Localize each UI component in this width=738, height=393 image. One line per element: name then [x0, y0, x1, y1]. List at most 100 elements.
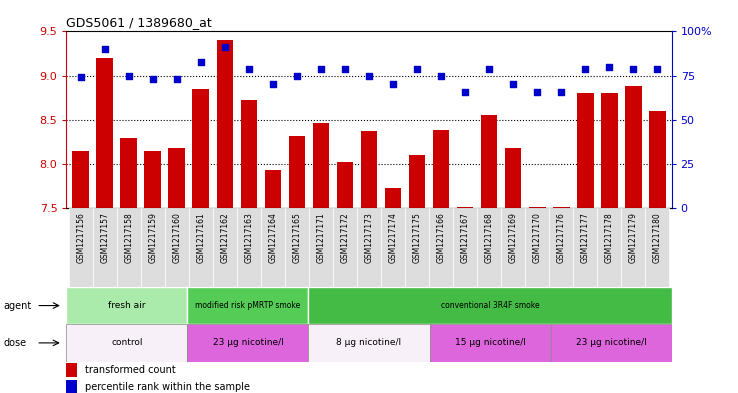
- Bar: [453, 208, 477, 287]
- Bar: [117, 208, 141, 287]
- Text: GSM1217158: GSM1217158: [125, 212, 134, 263]
- Bar: [384, 188, 401, 208]
- Text: dose: dose: [4, 338, 27, 348]
- Bar: [480, 116, 497, 208]
- Text: GSM1217160: GSM1217160: [173, 212, 182, 263]
- Bar: [429, 208, 453, 287]
- Bar: [381, 208, 405, 287]
- Text: conventional 3R4F smoke: conventional 3R4F smoke: [441, 301, 539, 310]
- Bar: [66, 287, 187, 324]
- Bar: [457, 207, 474, 208]
- Bar: [551, 324, 672, 362]
- Text: GSM1217166: GSM1217166: [437, 212, 446, 263]
- Text: 15 μg nicotine/l: 15 μg nicotine/l: [455, 338, 525, 347]
- Text: GSM1217174: GSM1217174: [388, 212, 398, 263]
- Point: [579, 65, 591, 72]
- Point: [99, 46, 111, 52]
- Point: [147, 76, 159, 83]
- Bar: [549, 208, 573, 287]
- Point: [339, 65, 351, 72]
- Bar: [189, 208, 213, 287]
- Text: percentile rank within the sample: percentile rank within the sample: [85, 382, 250, 391]
- Point: [627, 65, 639, 72]
- Text: GSM1217168: GSM1217168: [485, 212, 494, 263]
- Bar: [93, 208, 117, 287]
- Text: GSM1217170: GSM1217170: [533, 212, 542, 263]
- Bar: [261, 208, 285, 287]
- Text: GSM1217156: GSM1217156: [76, 212, 86, 263]
- Text: fresh air: fresh air: [108, 301, 145, 310]
- Bar: [333, 208, 357, 287]
- Text: agent: agent: [4, 301, 32, 310]
- Bar: [313, 123, 329, 208]
- Bar: [409, 155, 425, 208]
- Bar: [525, 208, 549, 287]
- Point: [267, 81, 279, 88]
- Text: GSM1217176: GSM1217176: [556, 212, 565, 263]
- Bar: [309, 208, 333, 287]
- Text: GSM1217179: GSM1217179: [629, 212, 638, 263]
- Bar: [597, 208, 621, 287]
- Text: GDS5061 / 1389680_at: GDS5061 / 1389680_at: [66, 16, 212, 29]
- Point: [219, 44, 231, 50]
- Bar: [405, 208, 429, 287]
- Text: 8 μg nicotine/l: 8 μg nicotine/l: [337, 338, 401, 347]
- Bar: [430, 324, 551, 362]
- Text: GSM1217162: GSM1217162: [221, 212, 230, 263]
- Text: GSM1217163: GSM1217163: [244, 212, 253, 263]
- Point: [483, 65, 495, 72]
- Point: [555, 88, 567, 95]
- Bar: [66, 363, 77, 376]
- Bar: [361, 131, 377, 208]
- Point: [387, 81, 399, 88]
- Text: GSM1217175: GSM1217175: [413, 212, 421, 263]
- Point: [459, 88, 471, 95]
- Bar: [308, 287, 672, 324]
- Text: control: control: [111, 338, 142, 347]
- Bar: [528, 207, 545, 208]
- Bar: [573, 208, 597, 287]
- Point: [171, 76, 183, 83]
- Point: [315, 65, 327, 72]
- Text: GSM1217169: GSM1217169: [508, 212, 517, 263]
- Point: [123, 72, 135, 79]
- Bar: [216, 40, 233, 208]
- Bar: [649, 111, 666, 208]
- Text: transformed count: transformed count: [85, 365, 176, 375]
- Text: GSM1217157: GSM1217157: [100, 212, 109, 263]
- Bar: [66, 324, 187, 362]
- Bar: [213, 208, 237, 287]
- Point: [411, 65, 423, 72]
- Bar: [193, 89, 210, 208]
- Text: GSM1217159: GSM1217159: [148, 212, 157, 263]
- Bar: [145, 151, 162, 208]
- Bar: [477, 208, 501, 287]
- Text: GSM1217165: GSM1217165: [292, 212, 301, 263]
- Bar: [501, 208, 525, 287]
- Point: [531, 88, 543, 95]
- Text: GSM1217161: GSM1217161: [196, 212, 205, 263]
- Bar: [165, 208, 189, 287]
- Text: 23 μg nicotine/l: 23 μg nicotine/l: [213, 338, 283, 347]
- Bar: [187, 287, 308, 324]
- Bar: [432, 130, 449, 208]
- Text: 23 μg nicotine/l: 23 μg nicotine/l: [576, 338, 646, 347]
- Point: [603, 64, 615, 70]
- Text: GSM1217167: GSM1217167: [461, 212, 469, 263]
- Bar: [357, 208, 381, 287]
- Bar: [168, 148, 185, 208]
- Text: GSM1217177: GSM1217177: [581, 212, 590, 263]
- Text: GSM1217171: GSM1217171: [317, 212, 325, 263]
- Bar: [553, 207, 570, 208]
- Text: modified risk pMRTP smoke: modified risk pMRTP smoke: [196, 301, 300, 310]
- Point: [291, 72, 303, 79]
- Bar: [645, 208, 669, 287]
- Bar: [289, 136, 306, 208]
- Bar: [72, 151, 89, 208]
- Bar: [625, 86, 641, 208]
- Point: [363, 72, 375, 79]
- Point: [243, 65, 255, 72]
- Bar: [241, 99, 258, 208]
- Bar: [621, 208, 645, 287]
- Text: GSM1217180: GSM1217180: [652, 212, 662, 263]
